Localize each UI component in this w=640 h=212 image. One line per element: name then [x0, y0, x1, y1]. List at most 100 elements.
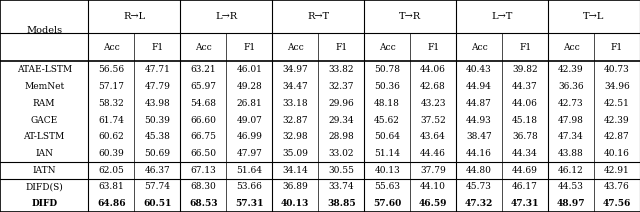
Text: AT-LSTM: AT-LSTM [24, 132, 65, 141]
Text: 38.47: 38.47 [466, 132, 492, 141]
Text: IAN: IAN [35, 149, 53, 158]
Text: R→L: R→L [124, 12, 145, 21]
Text: 44.53: 44.53 [558, 182, 584, 191]
Text: 40.13: 40.13 [281, 199, 309, 208]
Text: 30.55: 30.55 [328, 166, 354, 175]
Text: 44.69: 44.69 [512, 166, 538, 175]
Text: 40.16: 40.16 [604, 149, 630, 158]
Text: 46.01: 46.01 [236, 65, 262, 74]
Text: L→R: L→R [215, 12, 237, 21]
Text: T→R: T→R [399, 12, 421, 21]
Text: 47.34: 47.34 [558, 132, 584, 141]
Text: 48.18: 48.18 [374, 99, 400, 108]
Text: 43.64: 43.64 [420, 132, 446, 141]
Text: 47.31: 47.31 [511, 199, 540, 208]
Text: 40.73: 40.73 [604, 65, 630, 74]
Text: 40.13: 40.13 [374, 166, 400, 175]
Text: 45.62: 45.62 [374, 116, 400, 124]
Text: F1: F1 [427, 43, 439, 52]
Text: Acc: Acc [103, 43, 120, 52]
Text: Acc: Acc [470, 43, 488, 52]
Text: 40.43: 40.43 [466, 65, 492, 74]
Text: 44.06: 44.06 [512, 99, 538, 108]
Text: 57.60: 57.60 [373, 199, 401, 208]
Text: 42.39: 42.39 [604, 116, 630, 124]
Text: 42.39: 42.39 [558, 65, 584, 74]
Text: 46.59: 46.59 [419, 199, 447, 208]
Text: DIFD(S): DIFD(S) [26, 182, 63, 191]
Text: 57.74: 57.74 [144, 182, 170, 191]
Text: 32.98: 32.98 [282, 132, 308, 141]
Text: Acc: Acc [563, 43, 579, 52]
Text: 49.07: 49.07 [236, 116, 262, 124]
Text: 51.14: 51.14 [374, 149, 400, 158]
Text: 66.75: 66.75 [190, 132, 216, 141]
Text: Acc: Acc [195, 43, 212, 52]
Text: 44.34: 44.34 [512, 149, 538, 158]
Text: RAM: RAM [33, 99, 56, 108]
Text: 42.68: 42.68 [420, 82, 446, 91]
Text: DIFD: DIFD [31, 199, 57, 208]
Text: 39.82: 39.82 [512, 65, 538, 74]
Text: 63.21: 63.21 [191, 65, 216, 74]
Text: 33.82: 33.82 [328, 65, 354, 74]
Text: 44.46: 44.46 [420, 149, 446, 158]
Text: 60.39: 60.39 [99, 149, 124, 158]
Text: 65.97: 65.97 [190, 82, 216, 91]
Text: 60.62: 60.62 [99, 132, 124, 141]
Text: 33.02: 33.02 [328, 149, 354, 158]
Text: 32.87: 32.87 [282, 116, 308, 124]
Text: 62.05: 62.05 [99, 166, 124, 175]
Text: 63.81: 63.81 [99, 182, 124, 191]
Text: 66.60: 66.60 [190, 116, 216, 124]
Text: ATAE-LSTM: ATAE-LSTM [17, 65, 72, 74]
Text: 54.68: 54.68 [190, 99, 216, 108]
Text: 44.80: 44.80 [466, 166, 492, 175]
Text: 47.97: 47.97 [236, 149, 262, 158]
Text: F1: F1 [335, 43, 348, 52]
Text: 44.06: 44.06 [420, 65, 446, 74]
Text: 36.89: 36.89 [282, 182, 308, 191]
Text: 36.36: 36.36 [558, 82, 584, 91]
Text: 37.79: 37.79 [420, 166, 446, 175]
Text: 42.73: 42.73 [558, 99, 584, 108]
Text: 47.56: 47.56 [603, 199, 631, 208]
Text: 26.81: 26.81 [236, 99, 262, 108]
Text: 44.37: 44.37 [512, 82, 538, 91]
Text: 43.88: 43.88 [558, 149, 584, 158]
Text: 57.31: 57.31 [235, 199, 264, 208]
Text: MemNet: MemNet [24, 82, 64, 91]
Text: F1: F1 [151, 43, 163, 52]
Text: 29.96: 29.96 [328, 99, 354, 108]
Text: 61.74: 61.74 [99, 116, 124, 124]
Text: F1: F1 [611, 43, 623, 52]
Text: 48.97: 48.97 [557, 199, 586, 208]
Text: 34.96: 34.96 [604, 82, 630, 91]
Text: 46.99: 46.99 [236, 132, 262, 141]
Text: 44.16: 44.16 [466, 149, 492, 158]
Text: 68.30: 68.30 [190, 182, 216, 191]
Text: 34.47: 34.47 [282, 82, 308, 91]
Text: 50.36: 50.36 [374, 82, 400, 91]
Text: 64.86: 64.86 [97, 199, 125, 208]
Text: 44.10: 44.10 [420, 182, 446, 191]
Text: L→T: L→T [492, 12, 513, 21]
Text: F1: F1 [243, 43, 255, 52]
Text: 55.63: 55.63 [374, 182, 400, 191]
Text: GACE: GACE [31, 116, 58, 124]
Text: T→L: T→L [583, 12, 605, 21]
Text: 45.73: 45.73 [466, 182, 492, 191]
Text: 33.74: 33.74 [328, 182, 354, 191]
Text: IATN: IATN [33, 166, 56, 175]
Text: Models: Models [26, 26, 62, 35]
Text: 35.09: 35.09 [282, 149, 308, 158]
Text: 32.37: 32.37 [328, 82, 354, 91]
Text: 46.17: 46.17 [512, 182, 538, 191]
Text: 47.79: 47.79 [145, 82, 170, 91]
Text: 42.51: 42.51 [604, 99, 630, 108]
Text: 44.87: 44.87 [466, 99, 492, 108]
Text: 60.51: 60.51 [143, 199, 172, 208]
Text: 47.98: 47.98 [558, 116, 584, 124]
Text: 33.18: 33.18 [282, 99, 308, 108]
Text: 44.94: 44.94 [466, 82, 492, 91]
